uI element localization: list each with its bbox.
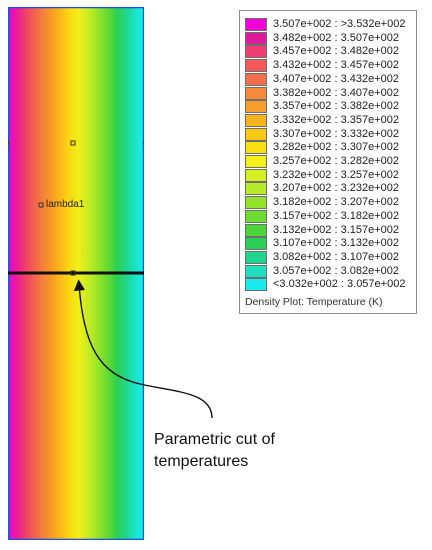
- legend-swatch: [245, 100, 267, 114]
- legend-item: 3.157e+002 : 3.182e+002: [245, 209, 415, 223]
- legend-swatch: [245, 196, 267, 210]
- legend-label: 3.282e+002 : 3.307e+002: [273, 141, 400, 154]
- legend-item: 3.507e+002 : >3.532e+002: [245, 18, 415, 31]
- legend-swatch: [245, 127, 267, 141]
- legend-label: 3.207e+002 : 3.232e+002: [273, 182, 400, 195]
- legend-swatch: [245, 31, 267, 45]
- legend-swatch: [245, 278, 267, 292]
- legend-swatch: [245, 86, 267, 100]
- legend-label: 3.257e+002 : 3.282e+002: [273, 155, 400, 167]
- node-marker: [38, 202, 44, 208]
- legend-label: 3.482e+002 : 3.507e+002: [273, 31, 400, 44]
- legend-item: 3.257e+002 : 3.282e+002: [245, 155, 415, 168]
- legend-item: 3.482e+002 : 3.507e+002: [245, 31, 415, 45]
- legend-swatch: [245, 237, 267, 251]
- legend-item: 3.182e+002 : 3.207e+002: [245, 196, 415, 210]
- legend-label: <3.032e+002 : 3.057e+002: [273, 278, 406, 291]
- legend-label: 3.432e+002 : 3.457e+002: [273, 59, 400, 72]
- legend-item: 3.232e+002 : 3.257e+002: [245, 168, 415, 182]
- legend-swatch: [245, 209, 267, 223]
- legend-box: 3.507e+002 : >3.532e+002 3.482e+002 : 3.5…: [239, 10, 417, 314]
- annotation-line-1: Parametric cut of: [154, 431, 275, 448]
- legend-item: 3.357e+002 : 3.382e+002: [245, 100, 415, 114]
- legend-swatch: [245, 264, 267, 278]
- legend-label: 3.157e+002 : 3.182e+002: [273, 209, 400, 222]
- legend-label: 3.407e+002 : 3.432e+002: [273, 72, 400, 85]
- legend-label: 3.307e+002 : 3.332e+002: [273, 127, 400, 140]
- legend-swatch: [245, 250, 267, 264]
- legend-swatch: [245, 155, 267, 168]
- legend-swatch: [245, 182, 267, 196]
- legend-swatch: [245, 45, 267, 59]
- legend-swatch: [245, 59, 267, 73]
- temperature-density-plot: lambda1: [8, 7, 144, 540]
- edge-tick: [143, 142, 144, 145]
- legend-item: 3.207e+002 : 3.232e+002: [245, 182, 415, 196]
- legend-item: 3.382e+002 : 3.407e+002: [245, 86, 415, 100]
- legend-swatch: [245, 168, 267, 182]
- legend-item: 3.082e+002 : 3.107e+002: [245, 250, 415, 264]
- legend-swatch: [245, 141, 267, 155]
- legend-label: 3.232e+002 : 3.257e+002: [273, 168, 400, 181]
- legend-label: 3.332e+002 : 3.357e+002: [273, 113, 400, 126]
- legend-label: 3.107e+002 : 3.132e+002: [273, 237, 400, 250]
- edge-tick: [8, 142, 9, 145]
- legend-label: 3.132e+002 : 3.157e+002: [273, 223, 400, 236]
- legend-item: 3.057e+002 : 3.082e+002: [245, 264, 415, 278]
- legend-label: 3.082e+002 : 3.107e+002: [273, 250, 400, 263]
- region-label: lambda1: [46, 199, 85, 210]
- annotation-line-2: temperatures: [154, 453, 249, 470]
- legend-label: 3.357e+002 : 3.382e+002: [273, 100, 400, 113]
- legend-item: 3.282e+002 : 3.307e+002: [245, 141, 415, 155]
- legend-label: 3.057e+002 : 3.082e+002: [273, 264, 400, 277]
- legend-label: 3.457e+002 : 3.482e+002: [273, 45, 400, 58]
- legend-swatch: [245, 113, 267, 127]
- legend-item: 3.332e+002 : 3.357e+002: [245, 113, 415, 127]
- legend-item: <3.032e+002 : 3.057e+002: [245, 278, 415, 292]
- legend-label: 3.382e+002 : 3.407e+002: [273, 86, 400, 99]
- legend-swatch: [245, 72, 267, 86]
- legend-label: 3.182e+002 : 3.207e+002: [273, 196, 400, 209]
- legend-title: Density Plot: Temperature (K): [245, 296, 383, 308]
- legend-item: 3.407e+002 : 3.432e+002: [245, 72, 415, 86]
- legend-item: 3.132e+002 : 3.157e+002: [245, 223, 415, 237]
- node-marker: [70, 270, 76, 276]
- legend-swatch: [245, 18, 267, 31]
- legend-item: 3.457e+002 : 3.482e+002: [245, 45, 415, 59]
- legend-swatch: [245, 223, 267, 237]
- legend-item: 3.307e+002 : 3.332e+002: [245, 127, 415, 141]
- node-marker: [70, 140, 76, 146]
- legend-item: 3.432e+002 : 3.457e+002: [245, 59, 415, 73]
- legend-item: 3.107e+002 : 3.132e+002: [245, 237, 415, 251]
- legend-label: 3.507e+002 : >3.532e+002: [273, 18, 406, 30]
- annotation-label: Parametric cut of temperatures: [154, 429, 354, 473]
